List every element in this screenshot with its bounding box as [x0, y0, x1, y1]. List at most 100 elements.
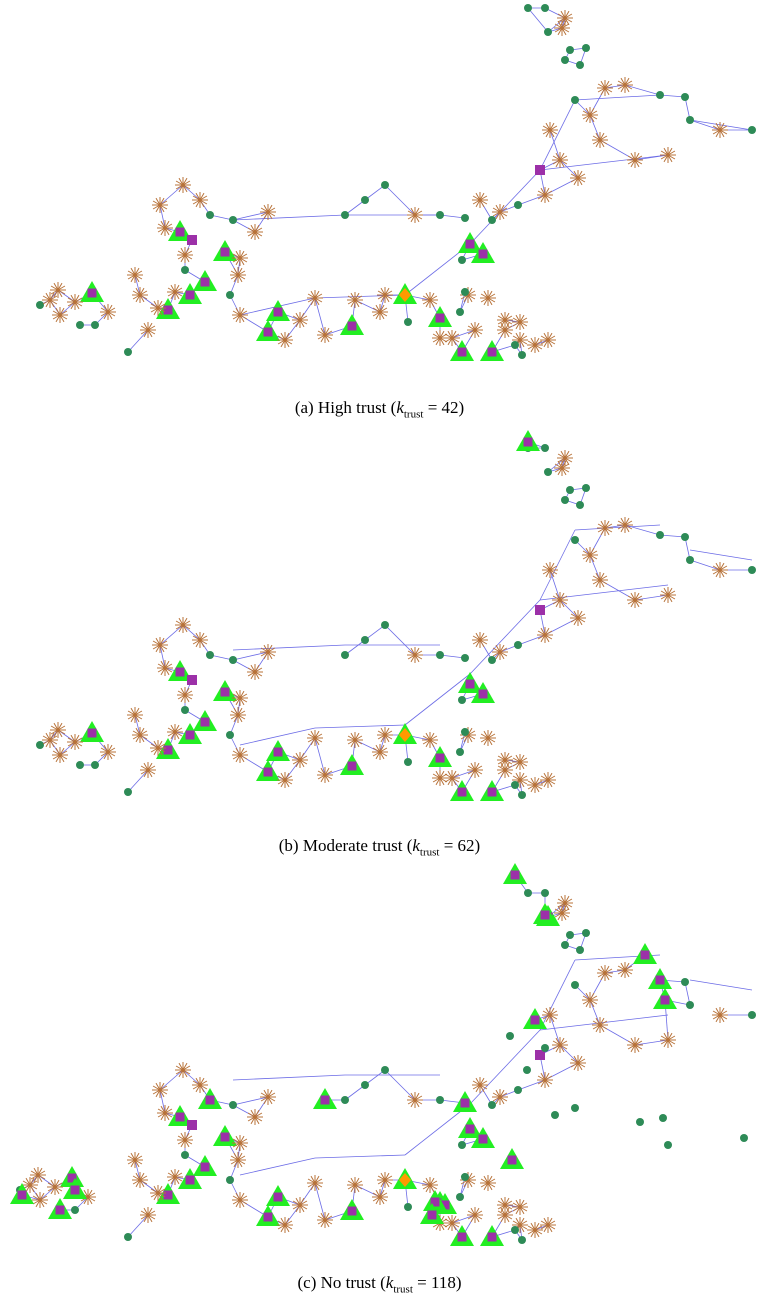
graph-edge	[344, 199, 366, 216]
graph-node	[518, 1236, 526, 1244]
star-marker	[552, 592, 568, 608]
star-marker	[277, 332, 293, 348]
star-stroke	[582, 550, 598, 560]
square-marker	[67, 1173, 77, 1183]
star-marker	[480, 290, 496, 306]
star-marker	[540, 1217, 556, 1233]
graph-node	[506, 1032, 514, 1040]
graph-node	[226, 1176, 234, 1184]
graph-edge	[127, 769, 149, 793]
caption-c: (c) No trust (ktrust = 118)	[297, 1273, 462, 1296]
star-marker	[292, 1197, 308, 1213]
star-stroke	[80, 1192, 96, 1202]
graph-edge	[239, 727, 316, 746]
star-stroke	[557, 453, 573, 463]
graph-edge	[364, 1069, 386, 1086]
graph-edge	[634, 594, 669, 601]
graph-node	[456, 1193, 464, 1201]
graph-node	[636, 1118, 644, 1126]
star-marker	[377, 287, 393, 303]
star-stroke	[167, 727, 183, 737]
graph-node	[571, 1104, 579, 1112]
star-stroke	[260, 647, 276, 657]
star-marker	[497, 762, 513, 778]
graph-edge	[232, 1074, 346, 1081]
graph-edge	[517, 634, 546, 646]
graph-edge	[379, 734, 386, 753]
star-stroke	[247, 1112, 263, 1122]
star-marker	[127, 267, 143, 283]
star-stroke	[592, 135, 608, 145]
star-stroke	[512, 317, 528, 327]
star-marker	[592, 572, 608, 588]
star-stroke	[292, 755, 308, 765]
graph-edge	[574, 94, 661, 101]
star-stroke	[432, 333, 448, 343]
star-stroke	[317, 770, 333, 780]
star-stroke	[527, 1225, 543, 1235]
star-marker	[260, 204, 276, 220]
square-marker	[163, 745, 173, 755]
graph-node	[461, 654, 469, 662]
graph-node	[656, 91, 664, 99]
star-marker	[52, 747, 68, 763]
star-marker	[232, 690, 248, 706]
graph-node	[458, 696, 466, 704]
graph-node	[229, 656, 237, 664]
graph-node	[341, 211, 349, 219]
star-stroke	[617, 965, 633, 975]
star-marker	[444, 770, 460, 786]
star-stroke	[660, 590, 676, 600]
caption-b: (b) Moderate trust (ktrust = 62)	[278, 836, 481, 859]
star-marker	[582, 107, 598, 123]
graph-edge	[527, 7, 549, 33]
square-marker	[175, 667, 185, 677]
square-marker	[87, 288, 97, 298]
star-marker	[617, 517, 633, 533]
star-marker	[192, 192, 208, 208]
star-stroke	[140, 1210, 156, 1220]
network-graph-c	[10, 863, 756, 1246]
star-marker	[480, 730, 496, 746]
graph-node	[458, 1141, 466, 1149]
square-marker	[205, 1095, 215, 1105]
graph-node	[36, 741, 44, 749]
star-marker	[432, 330, 448, 346]
star-marker	[127, 707, 143, 723]
star-marker	[317, 327, 333, 343]
graph-node	[91, 761, 99, 769]
square-marker	[478, 1134, 488, 1144]
graph-edge	[344, 639, 366, 656]
graph-node	[226, 731, 234, 739]
star-stroke	[22, 1180, 38, 1190]
graph-node	[381, 621, 389, 629]
graph-edge	[159, 644, 166, 669]
star-stroke	[175, 1065, 191, 1075]
graph-edge	[59, 741, 76, 756]
square-marker	[320, 1095, 330, 1105]
node-layer	[10, 863, 756, 1246]
graph-node	[361, 636, 369, 644]
graph-node	[561, 496, 569, 504]
square-marker	[487, 347, 497, 357]
graph-node	[514, 641, 522, 649]
square-marker	[185, 290, 195, 300]
graph-edge	[364, 184, 386, 201]
graph-edge	[384, 1069, 416, 1101]
graph-edge	[659, 94, 686, 98]
square-marker	[200, 277, 210, 287]
star-marker	[537, 187, 553, 203]
star-stroke	[377, 730, 393, 740]
graph-node	[576, 946, 584, 954]
diamond-marker	[399, 1173, 411, 1187]
graph-node	[740, 1134, 748, 1142]
square-marker	[263, 767, 273, 777]
square-marker	[530, 1015, 540, 1025]
star-stroke	[497, 325, 513, 335]
star-marker	[347, 1177, 363, 1193]
star-stroke	[277, 775, 293, 785]
star-stroke	[127, 1155, 143, 1165]
star-marker	[627, 592, 643, 608]
graph-edge	[439, 654, 466, 659]
star-marker	[32, 1192, 48, 1208]
